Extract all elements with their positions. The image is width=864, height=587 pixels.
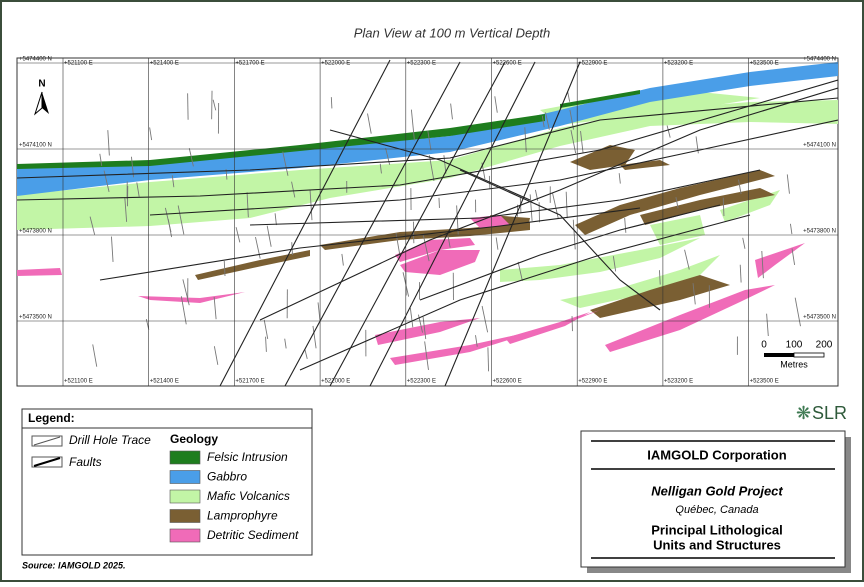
easting-label: +522000 E <box>321 61 350 67</box>
legend-swatch <box>170 471 200 484</box>
project: Nelligan Gold Project <box>651 483 783 498</box>
drill-hole <box>331 97 332 108</box>
scale-label: 100 <box>786 340 803 351</box>
logo-mark: ❋ <box>796 403 811 423</box>
scale-bar <box>764 353 794 357</box>
easting-label: +522000 E <box>321 379 350 385</box>
logo: SLR <box>812 403 847 423</box>
easting-label: +522900 E <box>578 61 607 67</box>
easting-label: +521700 E <box>235 379 264 385</box>
easting-label: +522900 E <box>578 379 607 385</box>
easting-label: +521100 E <box>64 61 93 67</box>
easting-label: +522600 E <box>493 379 522 385</box>
northing-label: +5473800 N <box>19 229 52 235</box>
scale-label: 0 <box>761 340 767 351</box>
map: +521100 E +521100 E +521400 E +521400 E +521… <box>17 57 838 386</box>
easting-label: +522600 E <box>493 61 522 67</box>
scale-bar <box>794 353 824 357</box>
source-note: Source: IAMGOLD 2025. <box>22 560 126 570</box>
figure-title: Principal Lithological <box>651 522 782 537</box>
legend-label: Mafic Volcanics <box>207 489 290 503</box>
location: Québec, Canada <box>675 504 758 516</box>
legend-label: Lamprophyre <box>207 509 278 523</box>
easting-label: +523500 E <box>750 61 779 67</box>
legend-label: Faults <box>69 455 102 469</box>
company: IAMGOLD Corporation <box>647 447 786 462</box>
northing-label: +5473800 N <box>803 229 836 235</box>
scale-label: 200 <box>816 340 833 351</box>
northing-label: +5474400 N <box>803 57 836 63</box>
map-title: Plan View at 100 m Vertical Depth <box>354 25 551 40</box>
easting-label: +523200 E <box>664 61 693 67</box>
legend-label: Felsic Intrusion <box>207 450 288 464</box>
legend-swatch <box>170 451 200 464</box>
legend-swatch <box>170 510 200 523</box>
legend-geology-title: Geology <box>170 432 218 446</box>
legend-swatch <box>170 490 200 503</box>
legend-label: Drill Hole Trace <box>69 433 151 447</box>
easting-label: +523500 E <box>750 379 779 385</box>
northing-label: +5474400 N <box>19 57 52 63</box>
legend-label: Detritic Sediment <box>207 528 299 542</box>
easting-label: +521100 E <box>64 379 93 385</box>
easting-label: +522300 E <box>407 379 436 385</box>
legend-title: Legend: <box>28 411 75 425</box>
legend-label: Gabbro <box>207 470 247 484</box>
easting-label: +522300 E <box>407 61 436 67</box>
northing-label: +5473500 N <box>803 315 836 321</box>
easting-label: +523200 E <box>664 379 693 385</box>
northing-label: +5474100 N <box>19 143 52 149</box>
scale-unit: Metres <box>780 359 808 369</box>
easting-label: +521700 E <box>235 61 264 67</box>
northing-label: +5473500 N <box>19 315 52 321</box>
legend-swatch <box>170 529 200 542</box>
easting-label: +521400 E <box>150 61 179 67</box>
easting-label: +521400 E <box>150 379 179 385</box>
northing-label: +5474100 N <box>803 143 836 149</box>
north-label: N <box>38 79 45 90</box>
figure-title: Units and Structures <box>653 537 781 552</box>
